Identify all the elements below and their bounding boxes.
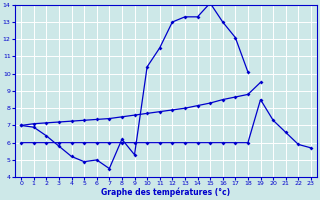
X-axis label: Graphe des températures (°c): Graphe des températures (°c) <box>101 188 231 197</box>
